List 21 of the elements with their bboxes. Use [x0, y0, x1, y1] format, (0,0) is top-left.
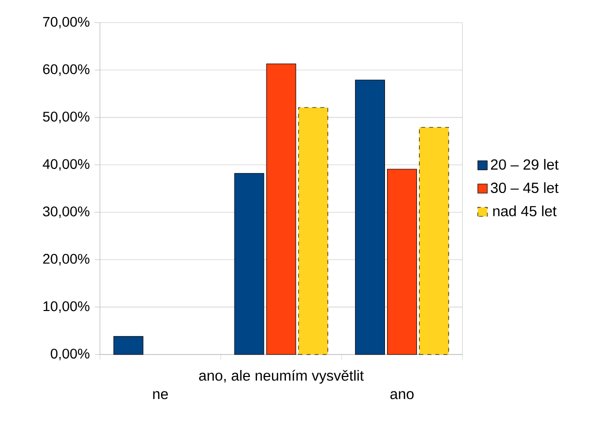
- bar: [355, 80, 385, 355]
- bar: [298, 107, 328, 355]
- x-tick-label: ano, ale neumím vysvětlit: [199, 370, 364, 384]
- bar: [266, 63, 296, 355]
- y-tick-label: 60,00%: [43, 64, 90, 76]
- bar: [387, 168, 417, 355]
- y-tick-label: 0,00%: [50, 348, 90, 360]
- y-tick-label: 10,00%: [44, 301, 90, 313]
- bar: [234, 172, 264, 355]
- x-tick-label: ano: [390, 390, 414, 399]
- y-tick-label: 30,00%: [42, 206, 90, 218]
- y-tick-label: 50,00%: [43, 111, 90, 124]
- legend-label: nad 45 let: [493, 205, 557, 216]
- y-tick-label: 70,00%: [43, 16, 90, 28]
- legend-label: 30 – 45 let: [490, 182, 559, 193]
- y-tick-label: 20,00%: [43, 254, 90, 266]
- x-tick-label: ne: [153, 390, 168, 399]
- legend-label: 20 – 29 let: [490, 158, 559, 170]
- y-tick-label: 40,00%: [42, 158, 90, 170]
- bar: [113, 336, 144, 355]
- bar: [419, 126, 449, 355]
